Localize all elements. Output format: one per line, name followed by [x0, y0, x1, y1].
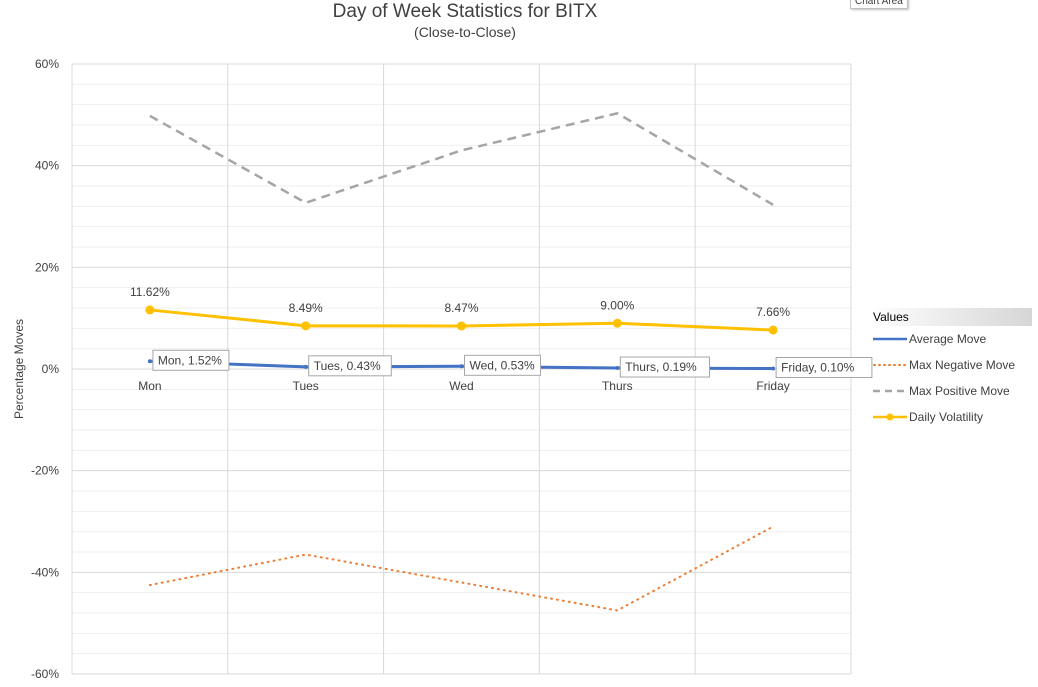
y-tick-label: 20% [35, 260, 59, 274]
y-tick-label: 0% [42, 362, 60, 376]
y-axis-title: Percentage Moves [12, 319, 26, 419]
series-line-max-negative-move [148, 525, 775, 612]
data-label-daily-volatility: 11.62% [130, 285, 170, 299]
data-point-average-move [615, 366, 620, 371]
x-category-label: Thurs [602, 379, 633, 393]
legend-swatch-average-move [873, 337, 907, 341]
legend-label: Average Move [909, 332, 987, 346]
data-point-daily-volatility [301, 321, 311, 331]
series-line-max-positive-move [149, 111, 774, 206]
legend-item-daily-volatility[interactable]: Daily Volatility [869, 404, 1032, 430]
data-label-average-move: Wed, 0.53% [470, 358, 535, 372]
data-label-box-average-move [775, 356, 873, 378]
y-tick-label: 40% [35, 159, 59, 173]
legend-swatch-max-negative-move [873, 364, 907, 366]
x-category-label: Friday [756, 379, 789, 393]
data-label-daily-volatility: 9.00% [600, 298, 634, 312]
data-point-average-move [147, 359, 152, 364]
x-category-label: Tues [293, 379, 319, 393]
chart-legend[interactable]: Values Average Move Max Negative Move Ma… [869, 308, 1032, 430]
data-point-average-move [459, 364, 464, 369]
data-point-daily-volatility [612, 318, 622, 328]
x-category-label: Mon [138, 379, 161, 393]
legend-swatch-daily-volatility [873, 413, 907, 421]
legend-title: Values [869, 308, 1032, 326]
legend-swatch-max-positive-move [873, 389, 907, 393]
data-label-average-move: Thurs, 0.19% [625, 360, 697, 374]
legend-label: Daily Volatility [909, 410, 984, 424]
data-label-daily-volatility: 7.66% [756, 305, 790, 319]
data-label-box-average-move [464, 354, 541, 376]
data-point-average-move [303, 364, 308, 369]
data-point-average-move [771, 366, 776, 371]
y-tick-label: -20% [31, 464, 59, 478]
data-label-box-average-move [308, 355, 392, 377]
data-label-box-average-move [619, 356, 710, 378]
data-point-daily-volatility [768, 325, 778, 335]
legend-item-average-move[interactable]: Average Move [869, 326, 1032, 352]
y-tick-label: 60% [35, 57, 59, 71]
legend-item-max-negative-move[interactable]: Max Negative Move [869, 352, 1032, 378]
y-tick-label: -60% [31, 667, 59, 681]
y-tick-label: -40% [31, 565, 59, 579]
legend-label: Max Negative Move [909, 358, 1016, 372]
data-label-box-average-move [152, 349, 230, 371]
chart-subtitle: (Close-to-Close) [414, 24, 516, 40]
data-label-daily-volatility: 8.49% [289, 301, 323, 315]
data-label-average-move: Friday, 0.10% [781, 360, 854, 374]
data-label-average-move: Tues, 0.43% [314, 359, 381, 373]
chart-title: Day of Week Statistics for BITX [332, 1, 598, 22]
data-point-daily-volatility [145, 305, 155, 315]
legend-label: Max Positive Move [909, 384, 1010, 398]
data-point-daily-volatility [457, 321, 466, 331]
legend-item-max-positive-move[interactable]: Max Positive Move [869, 378, 1032, 404]
data-label-daily-volatility: 8.47% [444, 301, 478, 315]
chart-area-tooltip: Chart Area [850, 0, 908, 9]
data-label-average-move: Mon, 1.52% [158, 353, 222, 367]
x-category-label: Wed [449, 379, 473, 393]
